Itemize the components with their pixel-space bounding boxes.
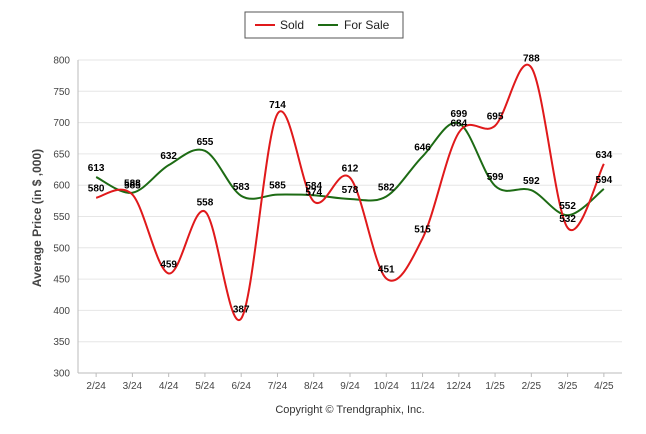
- data-label-for-sale-1: 588: [124, 179, 141, 190]
- x-tick-label-10-24: 10/24: [374, 381, 399, 392]
- x-tick-label-1-25: 1/25: [485, 381, 505, 392]
- data-labels: 580 585 459 558 387 714 574 612 451 515 684 695 788 5…: [88, 54, 613, 316]
- data-label-for-sale-0: 613: [88, 163, 105, 174]
- y-tick-label-700: 700: [53, 118, 70, 129]
- x-tick-label-11-24: 11/24: [410, 381, 435, 392]
- data-label-sold-7: 612: [342, 164, 359, 175]
- x-tick-label-6-24: 6/24: [231, 381, 251, 392]
- data-label-sold-1: 585: [124, 181, 141, 192]
- series-line-sold: [95, 63, 605, 322]
- data-label-for-sale-14: 594: [596, 175, 613, 186]
- y-tick-label-550: 550: [53, 212, 70, 223]
- x-tick-label-7-24: 7/24: [268, 381, 288, 392]
- y-tick-label-500: 500: [53, 243, 70, 254]
- x-tick-label-4-25: 4/25: [594, 381, 614, 392]
- x-tick-labels: 2/24 3/24 4/24 5/24 6/24 7/24 8/24 9/24 10/24 11/…: [86, 381, 614, 392]
- x-tick-label-3-24: 3/24: [123, 381, 143, 392]
- axes: [77, 60, 622, 377]
- data-label-for-sale-3: 655: [197, 137, 214, 148]
- data-label-for-sale-13: 552: [559, 201, 576, 212]
- x-tick-label-2-24: 2/24: [86, 381, 106, 392]
- data-label-for-sale-8: 582: [378, 182, 395, 193]
- data-label-for-sale-5: 585: [269, 181, 286, 192]
- data-label-sold-0: 580: [88, 184, 105, 195]
- data-label-sold-8: 451: [378, 264, 395, 275]
- y-axis-label: Average Price (in $ ,000): [30, 149, 44, 287]
- data-label-sold-13: 532: [559, 214, 576, 225]
- x-tick-label-4-24: 4/24: [159, 381, 179, 392]
- data-label-for-sale-2: 632: [160, 151, 177, 162]
- series-line-for-sale: [95, 121, 605, 217]
- legend-label-sold: Sold: [280, 18, 304, 32]
- data-label-for-sale-9: 646: [414, 142, 431, 153]
- legend: Sold For Sale: [244, 11, 404, 39]
- y-tick-label-750: 750: [53, 87, 70, 98]
- y-tick-label-400: 400: [53, 306, 70, 317]
- data-label-for-sale-12: 592: [523, 176, 540, 187]
- data-label-for-sale-11: 599: [487, 172, 504, 183]
- data-label-sold-11: 695: [487, 112, 504, 123]
- data-label-for-sale-10: 699: [450, 109, 467, 120]
- data-label-sold-10: 684: [450, 119, 467, 130]
- y-tick-label-450: 450: [53, 275, 70, 286]
- data-label-sold-12: 788: [523, 54, 540, 65]
- grid-lines: [78, 59, 622, 374]
- x-tick-label-5-24: 5/24: [195, 381, 215, 392]
- x-tick-label-2-25: 2/25: [522, 381, 542, 392]
- legend-label-for-sale: For Sale: [344, 18, 390, 32]
- data-label-sold-3: 558: [197, 197, 214, 208]
- data-label-sold-14: 634: [596, 150, 613, 161]
- x-tick-label-12-24: 12/24: [446, 381, 471, 392]
- copyright-footer: Copyright © Trendgraphix, Inc.: [275, 404, 424, 416]
- x-tick-label-3-25: 3/25: [558, 381, 578, 392]
- series-lines: [95, 63, 605, 322]
- data-label-for-sale-7: 578: [342, 185, 359, 196]
- y-tick-label-800: 800: [53, 56, 70, 67]
- data-label-sold-4: 387: [233, 305, 250, 316]
- y-tick-label-300: 300: [53, 369, 70, 380]
- x-tick-label-8-24: 8/24: [304, 381, 324, 392]
- data-label-sold-6: 574: [305, 187, 322, 198]
- y-tick-label-350: 350: [53, 337, 70, 348]
- data-label-sold-2: 459: [160, 259, 177, 270]
- y-tick-label-600: 600: [53, 181, 70, 192]
- data-label-for-sale-6: 584: [305, 181, 322, 192]
- data-label-sold-9: 515: [414, 224, 431, 235]
- data-label-sold-5: 714: [269, 100, 286, 111]
- x-tick-label-9-24: 9/24: [340, 381, 360, 392]
- y-tick-labels: 300 350 400 450 500 550 600 650 700 750 800: [53, 56, 70, 380]
- y-tick-label-650: 650: [53, 149, 70, 160]
- data-label-for-sale-4: 583: [233, 182, 250, 193]
